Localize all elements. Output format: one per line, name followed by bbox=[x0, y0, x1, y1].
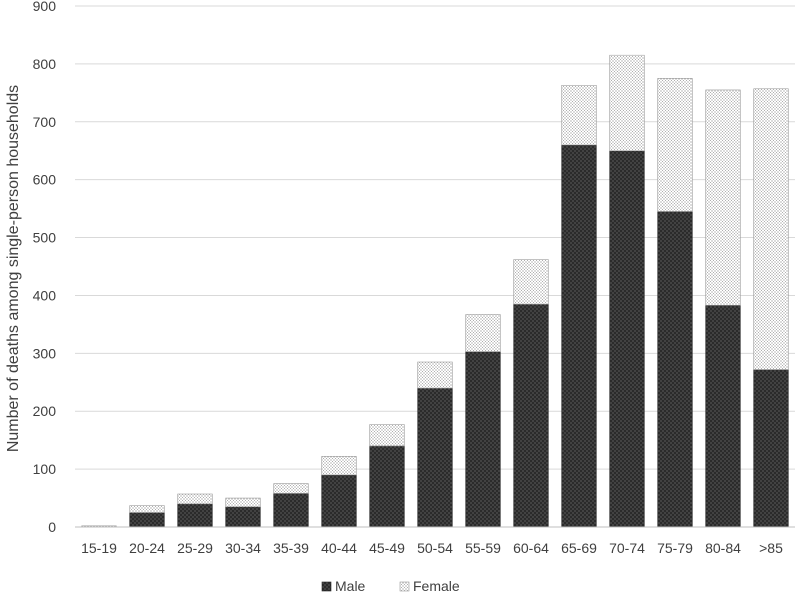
bar-male-80-84 bbox=[705, 304, 741, 528]
bar-male-60-64 bbox=[513, 303, 549, 528]
x-tick-label: >85 bbox=[759, 540, 783, 556]
bar-male-75-79 bbox=[657, 211, 693, 528]
bars bbox=[81, 54, 789, 528]
y-tick-label: 600 bbox=[33, 172, 57, 188]
bar-female-60-64 bbox=[513, 259, 549, 305]
bar-female-80-84 bbox=[705, 89, 741, 306]
bar-female-20-24 bbox=[129, 505, 165, 513]
legend-label-female: Female bbox=[413, 578, 460, 594]
legend-swatch-female bbox=[399, 581, 410, 592]
x-tick-label: 55-59 bbox=[465, 540, 501, 556]
x-tick-label: 45-49 bbox=[369, 540, 405, 556]
x-tick-label: 60-64 bbox=[513, 540, 549, 556]
x-tick-label: 15-19 bbox=[81, 540, 117, 556]
bar-female-65-69 bbox=[561, 85, 597, 146]
bar-female-45-49 bbox=[369, 424, 405, 447]
bar-male-20-24 bbox=[129, 512, 165, 528]
x-tick-label: 35-39 bbox=[273, 540, 309, 556]
bar-male-30-34 bbox=[225, 506, 261, 528]
y-tick-label: 500 bbox=[33, 230, 57, 246]
bar-female-40-44 bbox=[321, 456, 357, 476]
y-axis-ticks: 0 100 200 300 400 500 600 700 800 900 bbox=[33, 0, 57, 535]
bar-male-25-29 bbox=[177, 503, 213, 528]
bar-female-30-34 bbox=[225, 497, 261, 508]
y-tick-label: 100 bbox=[33, 461, 57, 477]
y-axis-label: Number of deaths among single-person hou… bbox=[5, 85, 22, 452]
y-tick-label: 700 bbox=[33, 114, 57, 130]
y-tick-label: 300 bbox=[33, 345, 57, 361]
y-tick-label: 200 bbox=[33, 403, 57, 419]
bar-male-70-74 bbox=[609, 150, 645, 528]
y-tick-label: 900 bbox=[33, 0, 57, 14]
legend-label-male: Male bbox=[335, 578, 366, 594]
bar-male-45-49 bbox=[369, 445, 405, 528]
x-tick-label: 75-79 bbox=[657, 540, 693, 556]
bar-female-35-39 bbox=[273, 483, 309, 494]
legend-swatch-male bbox=[321, 581, 332, 592]
bar-female-75-79 bbox=[657, 78, 693, 212]
bar-female-70-74 bbox=[609, 54, 645, 152]
bar-male-55-59 bbox=[465, 351, 501, 528]
x-tick-label: 65-69 bbox=[561, 540, 597, 556]
legend: Male Female bbox=[321, 578, 460, 594]
bar-female-50-54 bbox=[417, 361, 453, 389]
bar-male-50-54 bbox=[417, 387, 453, 528]
bar-female-25-29 bbox=[177, 493, 213, 505]
bar-male-35-39 bbox=[273, 493, 309, 528]
x-tick-label: 50-54 bbox=[417, 540, 453, 556]
x-tick-label: 70-74 bbox=[609, 540, 645, 556]
bar-female-55-59 bbox=[465, 314, 501, 352]
x-tick-label: 30-34 bbox=[225, 540, 261, 556]
x-tick-label: 20-24 bbox=[129, 540, 165, 556]
x-axis-ticks: 15-19 20-24 25-29 30-34 35-39 40-44 45-49 50-54… bbox=[81, 540, 783, 556]
y-tick-label: 0 bbox=[48, 519, 56, 535]
bar-male-65-69 bbox=[561, 144, 597, 528]
gridlines bbox=[75, 5, 795, 470]
bar-male-40-44 bbox=[321, 474, 357, 528]
bar-female->85 bbox=[753, 88, 789, 370]
x-tick-label: 25-29 bbox=[177, 540, 213, 556]
x-tick-label: 40-44 bbox=[321, 540, 357, 556]
y-tick-label: 400 bbox=[33, 287, 57, 303]
y-tick-label: 800 bbox=[33, 56, 57, 72]
bar-male->85 bbox=[753, 369, 789, 528]
x-tick-label: 80-84 bbox=[705, 540, 741, 556]
